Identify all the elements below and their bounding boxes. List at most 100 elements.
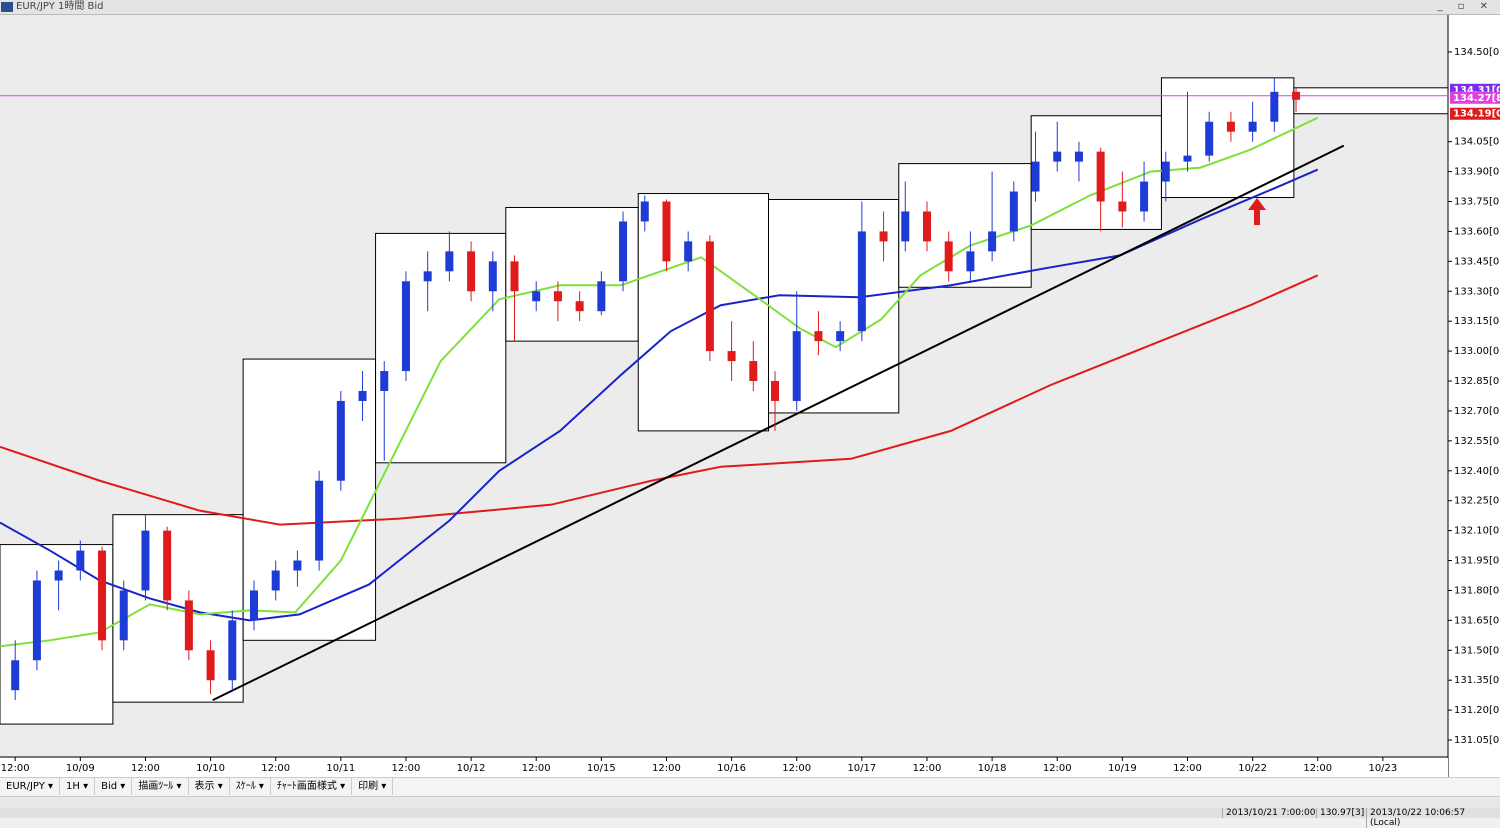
candle-body (141, 530, 150, 591)
x-tick-label: 10/16 (717, 763, 746, 774)
candle-body (119, 590, 128, 641)
candle-body (249, 590, 258, 621)
x-tick-label: 12:00 (131, 763, 160, 774)
candle-body (1270, 91, 1279, 122)
price-tag-label: 134.27[8 (1453, 93, 1500, 104)
candle-body (1140, 181, 1149, 212)
toolbar-button[interactable]: 描画ﾂｰﾙ ▾ (132, 778, 189, 795)
candle-body (163, 530, 172, 601)
toolbar-button[interactable]: ｽｹｰﾙ ▾ (230, 778, 271, 795)
candle-body (966, 251, 975, 272)
moving-average (0, 274, 1319, 526)
x-tick-label: 12:00 (1173, 763, 1202, 774)
price-axis-background (1448, 15, 1500, 777)
annotation-arrow (1248, 198, 1266, 225)
candle-body (1096, 151, 1105, 202)
x-tick-label: 12:00 (782, 763, 811, 774)
candle-body (380, 371, 389, 391)
y-tick-label: 132.85[0] (1454, 376, 1500, 387)
candle-body (98, 550, 107, 641)
title-bar: EUR/JPY 1時間 Bid _ ▫ ✕ (0, 0, 1500, 15)
y-tick-label: 133.00[0] (1454, 346, 1500, 357)
candle-body (901, 211, 910, 242)
candle-body (944, 241, 953, 272)
candle-body (293, 560, 302, 571)
candle-body (1074, 151, 1083, 162)
toolbar-button[interactable]: EUR/JPY ▾ (0, 778, 61, 795)
toolbar-button[interactable]: ﾁｬｰﾄ画面様式 ▾ (271, 778, 353, 795)
status-field: 2013/10/22 10:06:57 (Local) (1366, 808, 1500, 828)
range-box (375, 232, 507, 464)
candle-body (597, 281, 606, 312)
chart: 131.05[0] 131.20[0] 131.35[0] 131.50[0] 131.… (0, 15, 1500, 777)
candle-body (662, 201, 671, 262)
toolbar-button[interactable]: 1H ▾ (60, 778, 96, 795)
candle-body (228, 620, 237, 681)
scrollbar[interactable] (0, 796, 1500, 809)
candle-body (1118, 201, 1127, 212)
candle-body (1053, 151, 1062, 162)
candle-body (988, 231, 997, 252)
candle-body (11, 660, 20, 691)
window-title: EUR/JPY 1時間 Bid (16, 1, 104, 12)
time-axis-background (0, 758, 1448, 777)
x-tick-label: 12:00 (261, 763, 290, 774)
y-tick-label: 133.60[0] (1454, 226, 1500, 237)
candle-body (705, 241, 714, 352)
y-tick-label: 133.90[0] (1454, 167, 1500, 178)
candle-body (401, 281, 410, 372)
candle-body (857, 231, 866, 332)
range-box (505, 206, 639, 342)
candle-body (206, 650, 215, 681)
candle-body (1248, 121, 1257, 132)
toolbar-button[interactable]: 印刷 ▾ (352, 778, 394, 795)
price-tag (1450, 107, 1500, 120)
candle-body (467, 251, 476, 292)
candle-body (532, 291, 541, 302)
candle-body (749, 361, 758, 382)
candle-body (76, 550, 85, 571)
range-box (637, 193, 770, 432)
candle-body (32, 580, 41, 661)
candle-body (771, 381, 780, 401)
x-tick-label: 10/19 (1108, 763, 1137, 774)
app-icon (1, 2, 13, 12)
toolbar: EUR/JPY ▾ 1H ▾ Bid ▾ 描画ﾂｰﾙ ▾ 表示 ▾ ｽｹｰﾙ ▾ ﾁｬｰﾄ画… (0, 777, 1500, 795)
price-tag (1450, 91, 1500, 104)
plot (0, 77, 1448, 725)
candle-body (1292, 91, 1301, 100)
y-tick-label: 131.65[0] (1454, 615, 1500, 626)
y-tick-label: 134.50[0] (1454, 47, 1500, 58)
window-buttons[interactable]: _ ▫ ✕ (1437, 1, 1494, 12)
candle-body (1009, 191, 1018, 232)
candle-body (553, 291, 562, 302)
range-box (242, 358, 377, 641)
candle-body (619, 221, 628, 282)
x-tick-label: 12:00 (522, 763, 551, 774)
candle-body (510, 261, 519, 292)
y-tick-label: 131.50[0] (1454, 645, 1500, 656)
candle-body (315, 480, 324, 561)
y-tick-label: 131.35[0] (1454, 675, 1500, 686)
range-box (1293, 87, 1448, 115)
toolbar-button[interactable]: 表示 ▾ (189, 778, 230, 795)
candle-body (836, 331, 845, 342)
y-tick-label: 133.30[0] (1454, 286, 1500, 297)
candle-body (358, 390, 367, 401)
range-box (1030, 115, 1162, 230)
range-box (898, 163, 1032, 288)
price-tag-label: 134.31[0] (1453, 85, 1500, 96)
toolbar-button[interactable]: Bid ▾ (95, 778, 133, 795)
candle-body (575, 301, 584, 312)
candle-body (684, 241, 693, 262)
candle-body (640, 201, 649, 222)
x-tick-label: 12:00 (1, 763, 30, 774)
candle-body (423, 271, 432, 282)
moving-average (0, 116, 1319, 648)
candle-body (814, 331, 823, 342)
y-tick-label: 133.45[0] (1454, 256, 1500, 267)
candle-body (879, 231, 888, 242)
status-field: 2013/10/21 7:00:00 (1222, 808, 1318, 818)
x-tick-label: 10/10 (196, 763, 225, 774)
